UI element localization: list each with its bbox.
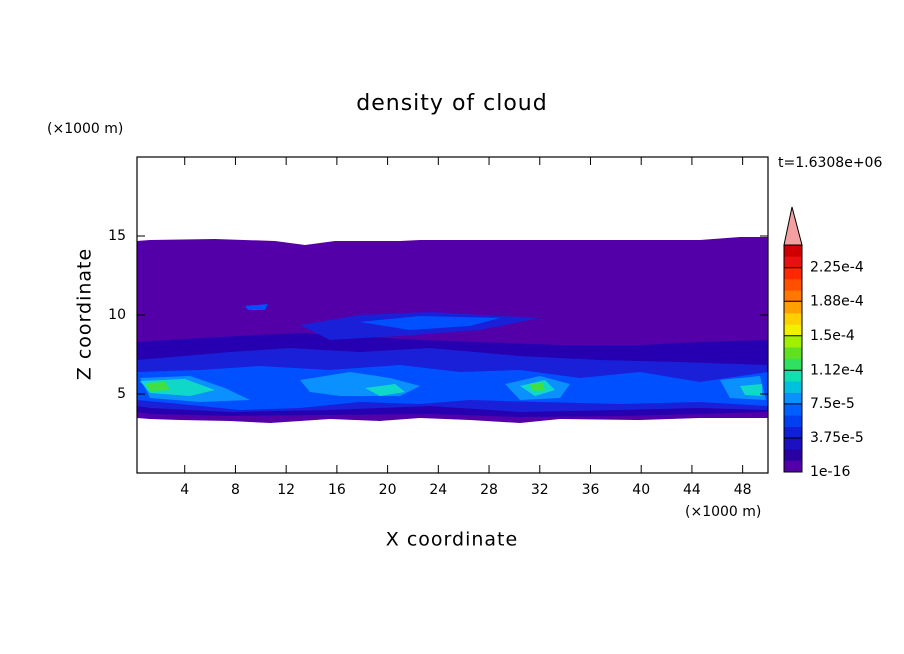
colorbar-band: [784, 256, 802, 268]
colorbar-band: [784, 437, 802, 450]
y-tick-label: 10: [108, 307, 126, 323]
y-tick-label: 15: [108, 228, 126, 244]
colorbar-band: [784, 267, 802, 280]
x-tick-label: 20: [379, 482, 397, 498]
colorbar-tick-label: 2.25e-4: [810, 260, 864, 276]
x-tick-label: 44: [683, 482, 701, 498]
y-unit: (×1000 m): [47, 121, 123, 137]
y-tick-label: 5: [117, 386, 126, 402]
colorbar-band: [784, 279, 802, 291]
colorbar-tick-label: 3.75e-5: [810, 430, 864, 446]
colorbar-band: [784, 301, 802, 314]
annotation: t=1.6308e+06: [778, 155, 882, 171]
colorbar-band: [784, 426, 802, 439]
contour-field: [137, 237, 768, 423]
x-tick-label: 36: [582, 482, 600, 498]
colorbar-extension: [783, 206, 803, 246]
colorbar-band: [784, 313, 802, 325]
colorbar-band: [784, 403, 802, 416]
colorbar-band: [784, 369, 802, 382]
colorbar-band: [784, 415, 802, 427]
x-unit: (×1000 m): [685, 504, 761, 520]
colorbar: [783, 206, 803, 246]
x-tick-label: 4: [180, 482, 189, 498]
x-tick-label: 16: [328, 482, 346, 498]
colorbar-tick-label: 1.5e-4: [810, 328, 855, 344]
colorbar-band: [784, 392, 802, 405]
x-tick-label: 32: [531, 482, 549, 498]
x-tick-label: 40: [632, 482, 650, 498]
colorbar-tick-label: 1e-16: [810, 464, 850, 480]
colorbar-band: [784, 335, 802, 348]
x-tick-label: 28: [480, 482, 498, 498]
colorbar-tick-label: 1.12e-4: [810, 362, 864, 378]
colorbar-band: [784, 347, 802, 359]
colorbar-band: [784, 358, 802, 371]
colorbar-band: [784, 324, 802, 337]
x-tick-label: 24: [429, 482, 447, 498]
x-tick-label: 12: [277, 482, 295, 498]
colorbar-band: [784, 460, 802, 473]
colorbar-tick-label: 1.88e-4: [810, 293, 864, 309]
colorbar-band: [784, 290, 802, 303]
colorbar-band: [784, 245, 802, 257]
colorbar-band: [784, 381, 802, 393]
chart-title: density of cloud: [356, 91, 547, 116]
x-tick-label: 8: [231, 482, 240, 498]
y-axis-label: Z coordinate: [74, 248, 96, 380]
x-axis-label: X coordinate: [386, 529, 518, 551]
colorbar-tick-label: 7.5e-5: [810, 396, 855, 412]
colorbar-band: [784, 449, 802, 461]
x-tick-label: 48: [734, 482, 752, 498]
